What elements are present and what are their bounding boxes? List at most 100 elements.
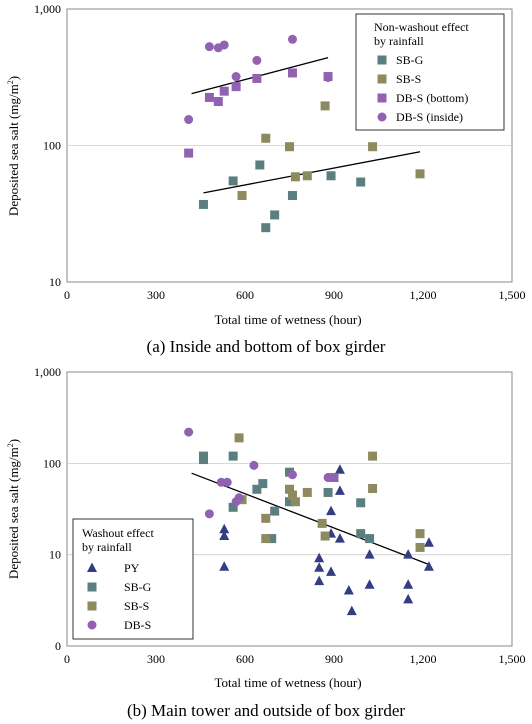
data-point-sb-s [290, 497, 300, 507]
x-tick-label: 1,200 [410, 652, 437, 666]
y-tick-label: 0 [55, 639, 61, 653]
x-tick-label: 1,500 [499, 288, 526, 302]
data-point-sb-s [415, 542, 425, 552]
data-point-db-s-inside [231, 72, 241, 82]
data-point-sb-g [270, 210, 280, 220]
data-point-py [326, 566, 337, 576]
data-point-db-s-inside [252, 55, 262, 65]
legend-marker-db-s-bottom [377, 93, 387, 103]
legend-label-db-s: DB-S [124, 618, 151, 632]
panel-b-legend-items: PY SB-G SB-S DB-S [87, 561, 152, 632]
panel-a-y-axis-label-close: ) [6, 76, 21, 80]
y-tick-label: 10 [49, 275, 61, 289]
panel-b-caption: (b) Main tower and outside of box girder [127, 701, 405, 720]
data-point-db-s-bottom [252, 73, 262, 83]
data-point-db-s [222, 477, 232, 487]
data-point-py [403, 579, 414, 589]
panel-b-y-axis-label-sup: 2 [6, 443, 15, 447]
data-point-sb-g [365, 534, 375, 544]
data-point-sb-s [415, 529, 425, 539]
panel-a-x-axis-label: Total time of wetness (hour) [214, 312, 361, 327]
data-point-sb-g [323, 487, 333, 497]
data-point-sb-s [261, 133, 271, 143]
data-point-py [334, 533, 345, 543]
data-point-sb-s [285, 142, 294, 152]
data-point-py [364, 579, 375, 589]
data-point-py [403, 549, 414, 559]
data-point-sb-g [228, 502, 238, 512]
data-point-py [219, 561, 230, 571]
data-point-py [326, 505, 337, 516]
y-tick-label: 1,000 [34, 2, 61, 16]
data-point-sb-g [228, 176, 238, 186]
panel-b-y-axis-label-text: Deposited sea salt (mg/m [6, 447, 21, 579]
data-point-py [423, 537, 434, 547]
data-point-sb-s [287, 490, 297, 500]
x-tick-label: 600 [236, 652, 254, 666]
data-point-py [219, 530, 230, 541]
data-point-db-s-inside [323, 72, 333, 82]
panel-a-legend-title-line2: by rainfall [374, 34, 424, 48]
data-point-sb-g [326, 171, 336, 181]
data-point-db-s [329, 472, 339, 482]
trendline [191, 472, 430, 566]
data-point-py [364, 549, 375, 559]
data-point-py [403, 593, 414, 604]
data-point-sb-g [228, 451, 238, 461]
data-point-py [314, 552, 325, 563]
legend-label-py: PY [124, 561, 140, 575]
data-point-db-s [204, 509, 214, 519]
x-tick-label: 0 [64, 652, 70, 666]
data-point-sb-g [258, 479, 268, 489]
panel-a-y-axis-label-sup: 2 [6, 80, 15, 84]
data-point-db-s-bottom [219, 86, 229, 96]
x-tick-label: 1,500 [499, 652, 526, 666]
data-point-sb-s [415, 169, 425, 179]
data-point-sb-s [290, 172, 300, 182]
legend-marker-sb-s [377, 74, 387, 84]
data-point-db-s-inside [287, 34, 297, 44]
legend-marker-sb-g [377, 55, 387, 65]
data-point-sb-s [368, 451, 378, 461]
data-point-sb-s [234, 433, 244, 443]
data-point-sb-g [261, 223, 271, 233]
y-tick-label: 100 [43, 139, 61, 153]
data-point-sb-s [320, 101, 330, 111]
data-point-sb-s [320, 531, 330, 541]
data-point-sb-g [198, 199, 208, 209]
data-point-sb-g [356, 177, 366, 187]
panel-a-y-axis-label: Deposited sea salt (mg/m2) [6, 76, 21, 216]
legend-marker-sb-s [87, 601, 97, 611]
panel-b-data-marks [184, 427, 434, 616]
data-point-sb-g [356, 529, 366, 539]
legend-label-db-s-bottom: DB-S (bottom) [396, 91, 468, 105]
data-point-sb-g [267, 534, 277, 544]
x-tick-label: 1,200 [410, 288, 437, 302]
panel-a-chart: 10 100 1,000 0 300 600 900 1,200 1,500 Total tim… [6, 2, 526, 356]
data-point-db-s-inside [184, 115, 194, 125]
data-point-sb-s [261, 513, 271, 523]
data-point-sb-g [287, 191, 297, 201]
data-point-py [334, 464, 345, 474]
data-point-sb-g [285, 497, 294, 507]
legend-label-sb-g: SB-G [396, 53, 424, 67]
data-point-db-s [287, 470, 297, 480]
data-point-db-s-inside [204, 42, 214, 52]
panel-b-legend-box [72, 518, 194, 640]
data-point-py [314, 562, 325, 572]
panel-a-y-axis-label-text: Deposited sea salt (mg/m [6, 84, 21, 216]
x-tick-label: 300 [147, 288, 165, 302]
data-point-db-s [184, 427, 194, 437]
data-point-db-s [249, 460, 259, 470]
panel-a-caption: (a) Inside and bottom of box girder [147, 337, 386, 356]
panel-b-legend-title-line2: by rainfall [82, 540, 132, 554]
panel-b-legend-title-line1: Washout effect [82, 526, 154, 540]
data-point-sb-s [302, 487, 312, 497]
legend-label-db-s-inside: DB-S (inside) [396, 110, 463, 124]
data-point-db-s-inside [219, 40, 229, 50]
data-point-sb-s [317, 518, 327, 528]
data-point-sb-s [368, 142, 378, 152]
data-point-sb-s [368, 484, 378, 494]
panel-b-trendlines [191, 472, 430, 566]
data-point-sb-g [356, 498, 366, 508]
